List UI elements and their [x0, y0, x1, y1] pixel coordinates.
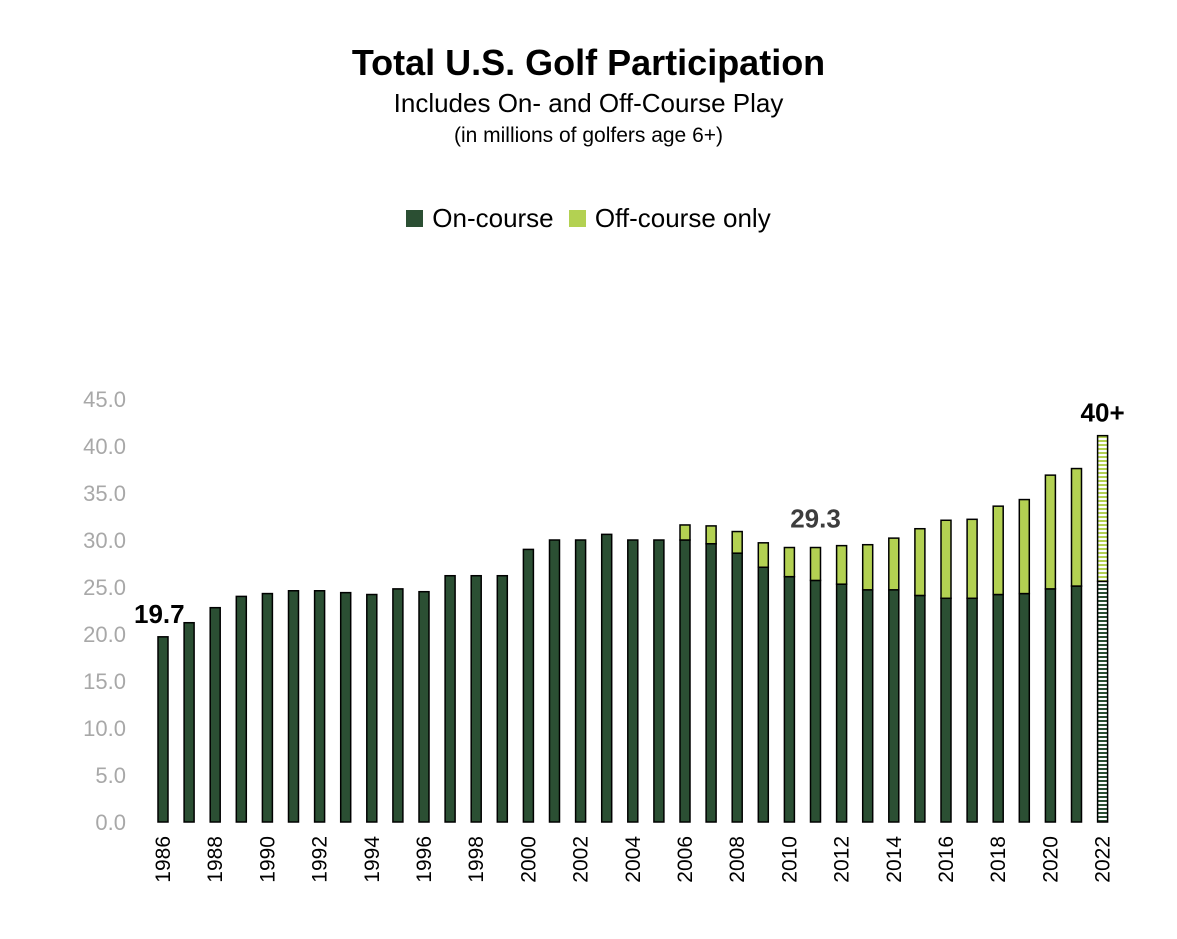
bar-off-course — [1044, 474, 1057, 590]
bar-off-course — [809, 546, 822, 582]
x-tick-label: 1988 — [204, 836, 227, 883]
x-tick-label: 2022 — [1092, 836, 1115, 883]
bar-on-course — [235, 595, 248, 823]
bar-off-course — [940, 519, 952, 600]
bar-on-course — [1018, 592, 1031, 823]
bar-on-course — [183, 621, 195, 823]
bar-off-course — [992, 505, 1004, 596]
bar-off-course — [835, 544, 848, 585]
bar-on-course — [392, 588, 404, 823]
x-tick-label: 2008 — [726, 836, 749, 883]
x-tick-label: 1986 — [152, 836, 175, 883]
bar-off-course — [861, 543, 874, 591]
x-tick-label: 1994 — [361, 836, 384, 883]
x-tick-label: 2004 — [622, 836, 645, 883]
bar-on-course — [418, 590, 430, 823]
bar-on-course — [992, 593, 1004, 823]
legend-swatch-off-course — [568, 210, 586, 227]
bar-on-course — [444, 574, 456, 823]
x-tick-label: 1992 — [309, 836, 332, 883]
bar-on-course — [1070, 585, 1083, 823]
bar-on-course — [261, 592, 274, 823]
y-tick-label: 15.0 — [83, 669, 126, 694]
bar-on-course — [966, 597, 978, 823]
y-tick-label: 35.0 — [83, 481, 126, 506]
y-tick-label: 30.0 — [83, 528, 126, 553]
bar-off-course — [888, 537, 900, 591]
chart-title: Total U.S. Golf Participation — [351, 42, 826, 83]
bar-on-course — [940, 597, 952, 823]
bar-off-course — [1070, 467, 1083, 587]
x-tick-label: 2016 — [935, 836, 958, 883]
x-tick-label: 2006 — [674, 836, 697, 883]
bar-on-course — [339, 591, 352, 823]
y-tick-label: 5.0 — [95, 763, 126, 788]
y-tick-label: 45.0 — [83, 387, 126, 412]
y-tick-label: 20.0 — [83, 622, 126, 647]
x-tick-label: 2020 — [1039, 836, 1062, 883]
bar-off-course — [731, 530, 743, 554]
legend-label-off-course: Off-course only — [594, 203, 771, 233]
x-tick-label: 1998 — [465, 836, 488, 883]
bar-on-course — [470, 574, 482, 823]
bar-off-course — [705, 525, 717, 545]
bar-on-course — [627, 539, 639, 823]
bar-on-course — [653, 539, 665, 823]
bar-on-course — [861, 589, 874, 823]
x-tick-label: 2000 — [517, 836, 540, 883]
y-tick-label: 25.0 — [83, 575, 126, 600]
bar-on-course — [705, 543, 717, 823]
bar-on-course — [679, 539, 691, 823]
data-label: 19.7 — [134, 599, 185, 629]
bar-on-course — [366, 593, 378, 823]
chart-units: (in millions of golfers age 6+) — [453, 124, 724, 147]
bar-on-course — [313, 590, 326, 823]
bar-on-course — [287, 590, 300, 823]
x-tick-label: 2018 — [987, 836, 1010, 883]
chart-subtitle: Includes On- and Off-Course Play — [393, 88, 784, 118]
bar-on-course — [783, 575, 796, 823]
bar-off-course — [1096, 434, 1109, 583]
bar-on-course — [209, 606, 221, 823]
bar-on-course — [888, 589, 900, 823]
bar-on-course — [1044, 588, 1057, 823]
x-tick-label: 2014 — [883, 836, 906, 883]
bar-on-course — [914, 594, 926, 823]
bar-on-course — [757, 566, 770, 823]
legend: On-course Off-course only — [0, 203, 1177, 234]
bar-off-course — [914, 527, 926, 597]
x-tick-label: 1990 — [256, 836, 279, 883]
bar-on-course — [574, 539, 587, 823]
bar-on-course — [731, 552, 743, 823]
legend-item-off-course: Off-course only — [568, 203, 771, 234]
data-label: 40+ — [1081, 398, 1125, 428]
data-label: 29.3 — [790, 504, 841, 534]
y-tick-label: 0.0 — [95, 810, 126, 835]
bar-on-course — [809, 579, 822, 823]
bar-on-course — [600, 533, 613, 823]
bar-on-course — [522, 548, 535, 823]
bar-on-course — [835, 583, 848, 823]
bar-on-course — [496, 574, 509, 823]
bar-on-course — [157, 636, 169, 823]
bar-off-course — [783, 546, 796, 578]
y-tick-label: 40.0 — [83, 434, 126, 459]
x-tick-label: 1996 — [413, 836, 436, 883]
legend-label-on-course: On-course — [432, 203, 554, 233]
legend-item-on-course: On-course — [406, 203, 554, 234]
bar-off-course — [757, 542, 770, 569]
bar-off-course — [966, 518, 978, 600]
x-tick-label: 2002 — [570, 836, 593, 883]
x-tick-label: 2012 — [831, 836, 854, 883]
bar-off-course — [1018, 498, 1031, 595]
bar-off-course — [679, 524, 691, 541]
bar-on-course — [1096, 580, 1109, 823]
y-tick-label: 10.0 — [83, 716, 126, 741]
x-tick-label: 2010 — [778, 836, 801, 883]
bar-on-course — [548, 539, 561, 823]
legend-swatch-on-course — [406, 210, 424, 227]
